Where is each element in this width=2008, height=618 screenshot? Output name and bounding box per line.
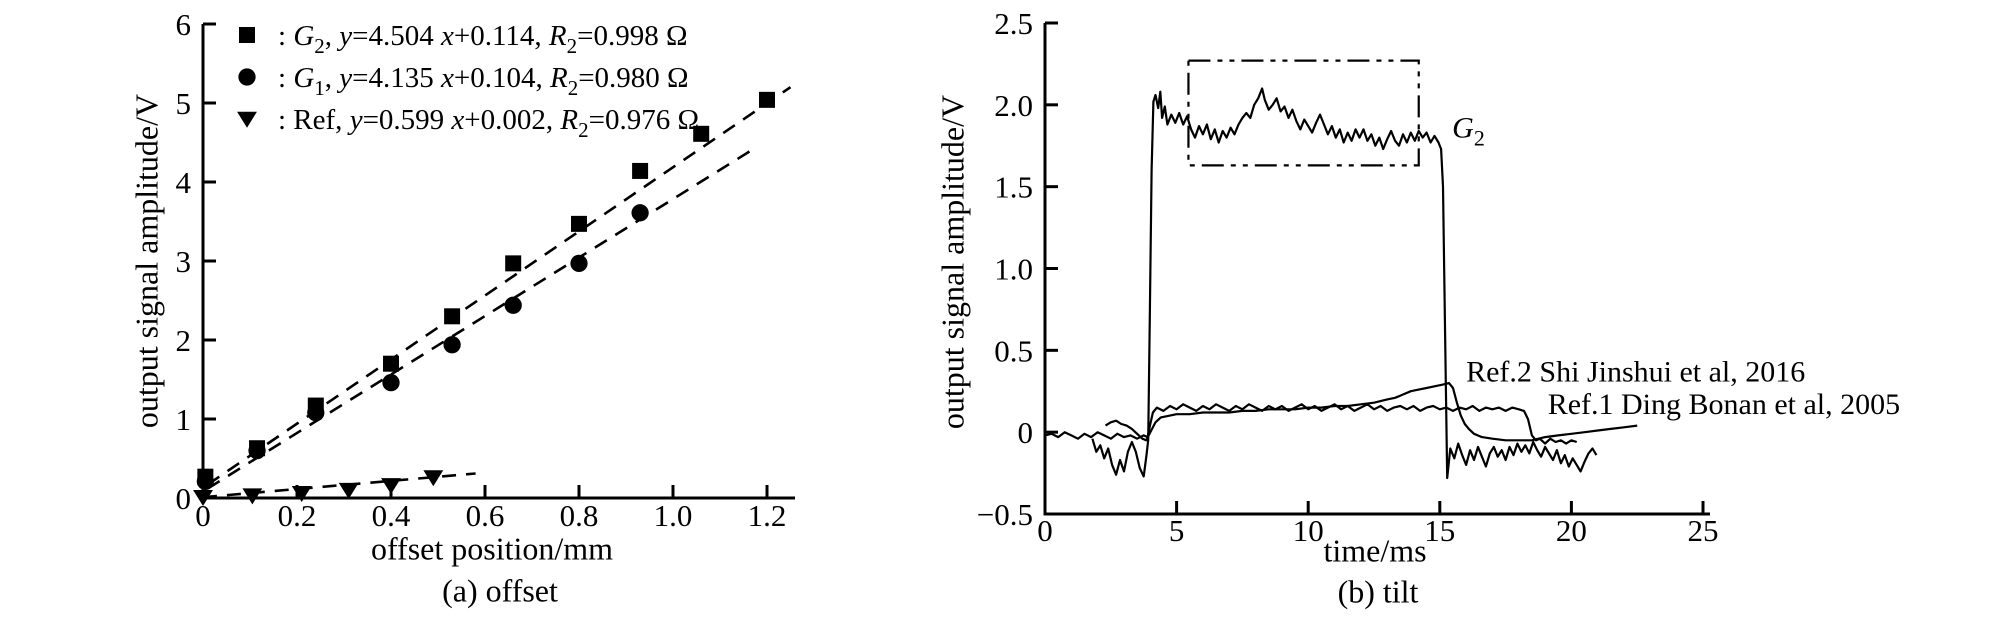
triangle-down-marker — [193, 490, 213, 507]
curve — [1091, 87, 1598, 480]
series-ref-2-shi-jinshui-et-al-2016 — [1104, 382, 1638, 442]
triangle-down-marker — [423, 470, 444, 487]
curve-label: Ref.2 Shi Jinshui et al, 2016 — [1466, 355, 1805, 388]
y-tick-label: 3 — [176, 244, 192, 279]
triangle-down-marker — [338, 482, 359, 499]
x-tick-label: 0.8 — [560, 498, 599, 533]
plot-offset: 0 0.2 0.4 0.6 0.8 1.0 1.2 0 1 2 3 4 5 6 : G2, y=4.504 … — [176, 7, 795, 533]
circle-marker — [631, 204, 649, 222]
roi-dashdot-box — [1187, 59, 1420, 167]
x-axis-ticks: 0 5 10 15 20 25 — [1037, 501, 1719, 548]
circle-marker — [307, 404, 325, 422]
plot-b-xlabel: time/ms — [1323, 532, 1427, 569]
triangle-down-marker — [242, 488, 263, 505]
legend-entry: : Ref, y=0.599 x+0.002, R2=0.976 Ω — [278, 104, 699, 142]
circle-marker — [238, 68, 256, 86]
series-g2 — [197, 86, 792, 486]
fit-line — [206, 86, 792, 486]
square-marker — [571, 215, 587, 232]
x-tick-label: 0 — [195, 498, 211, 533]
circle-marker — [504, 296, 522, 314]
x-tick-label: 5 — [1169, 513, 1185, 548]
series-ref — [193, 470, 476, 507]
x-tick-label: 0.4 — [372, 498, 411, 533]
series-g1 — [196, 145, 759, 491]
x-tick-label: 20 — [1556, 513, 1587, 548]
legend-entry: : G1, y=4.135 x+0.104, R2=0.980 Ω — [278, 62, 689, 100]
x-tick-label: 1.0 — [654, 498, 693, 533]
legend: : G2, y=4.504 x+0.114, R2=0.998 Ω : G1, y… — [237, 20, 699, 142]
fit-line — [207, 145, 759, 490]
y-tick-label: −0.5 — [977, 497, 1033, 532]
square-marker — [239, 27, 255, 43]
square-marker — [444, 308, 461, 325]
y-tick-label: 2.5 — [994, 6, 1033, 41]
square-marker — [632, 162, 649, 179]
curve — [1044, 403, 1578, 445]
x-tick-label: 10 — [1293, 513, 1324, 548]
x-tick-label: 0 — [1037, 513, 1053, 548]
triangle-down-marker — [291, 486, 312, 503]
curve-label: Ref.1 Ding Bonan et al, 2005 — [1548, 388, 1900, 421]
y-axis-ticks: 0 1 2 3 4 5 6 — [176, 7, 216, 516]
square-marker — [383, 355, 399, 372]
y-tick-label: 0.5 — [994, 333, 1033, 368]
plot-a-ylabel: output signal amplitude/V — [128, 93, 165, 429]
circle-marker — [196, 472, 214, 491]
circle-marker — [443, 336, 461, 354]
y-tick-label: 2 — [176, 323, 192, 358]
curve-label: G2 — [1452, 112, 1485, 151]
y-tick-label: 2.0 — [994, 88, 1033, 123]
triangle-down-marker — [381, 478, 401, 495]
y-tick-label: 0 — [1018, 415, 1034, 450]
y-tick-label: 1 — [176, 402, 192, 437]
x-axis-ticks: 0 0.2 0.4 0.6 0.8 1.0 1.2 — [195, 485, 786, 533]
y-tick-label: 6 — [176, 7, 192, 42]
y-tick-label: 1.5 — [994, 170, 1033, 205]
plot-a-caption: (a) offset — [442, 572, 558, 609]
y-tick-label: 5 — [176, 86, 192, 121]
plot-b-caption: (b) tilt — [1337, 573, 1419, 610]
circle-marker — [382, 374, 400, 392]
square-marker — [693, 125, 710, 142]
circle-marker — [570, 254, 588, 273]
curve — [1104, 382, 1638, 442]
x-tick-label: 0.6 — [466, 498, 505, 533]
y-axis-ticks: −0.5 0 0.5 1.0 1.5 2.0 2.5 — [977, 6, 1058, 532]
square-marker — [505, 255, 522, 272]
square-marker — [759, 91, 775, 108]
legend-entry: : G2, y=4.504 x+0.114, R2=0.998 Ω — [278, 20, 688, 58]
triangle-down-marker — [237, 111, 257, 128]
x-tick-label: 25 — [1688, 513, 1719, 548]
y-tick-label: 4 — [176, 165, 192, 200]
series-g2 — [1091, 87, 1598, 480]
x-tick-label: 1.2 — [748, 498, 787, 533]
plot-b-ylabel: output signal amplitude/V — [934, 94, 971, 430]
x-tick-label: 15 — [1424, 513, 1455, 548]
circle-marker — [248, 441, 266, 460]
x-tick-label: 0.2 — [278, 498, 317, 533]
y-tick-label: 1.0 — [994, 251, 1033, 286]
series-ref-1-ding-bonan-et-al-2005 — [1044, 403, 1578, 445]
y-tick-label: 0 — [176, 481, 192, 516]
plot-a-xlabel: offset position/mm — [370, 530, 614, 567]
